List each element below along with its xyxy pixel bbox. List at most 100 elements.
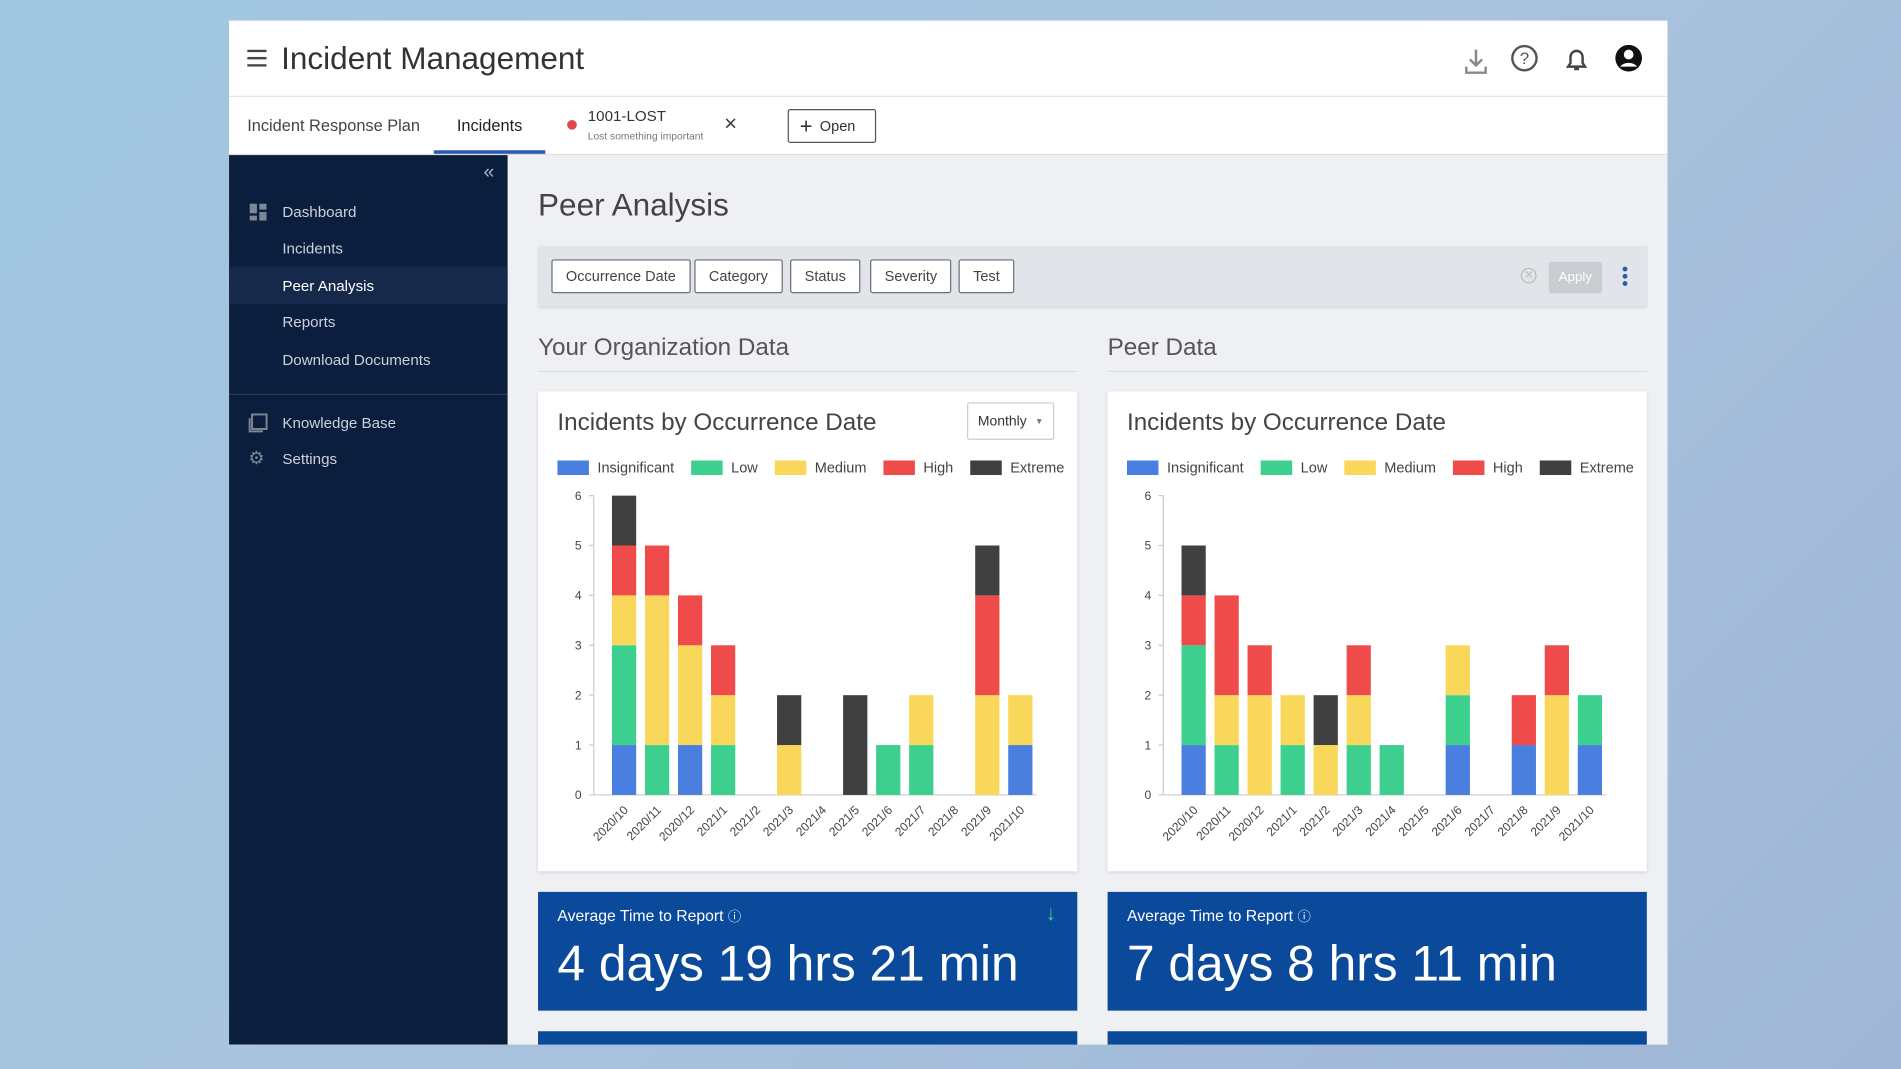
open-button[interactable]: + Open xyxy=(787,109,877,143)
clear-icon[interactable]: ✕ xyxy=(1520,267,1537,284)
bar-segment xyxy=(843,695,868,795)
filter-button[interactable]: Status xyxy=(790,259,861,294)
metric-card: Average Time to Report ⓘ 4 days 19 hrs 2… xyxy=(538,891,1078,1011)
tab-underline xyxy=(433,150,546,154)
close-tab[interactable]: ✕ xyxy=(723,113,738,134)
legend-swatch xyxy=(691,460,723,476)
bar-segment xyxy=(1577,745,1602,795)
y-tick-label: 4 xyxy=(575,589,582,603)
nav-item-active[interactable]: Peer Analysis xyxy=(282,277,375,295)
x-tick-label: 2021/10 xyxy=(986,803,1027,844)
y-tick-label: 5 xyxy=(575,539,582,553)
bar-segment xyxy=(1247,695,1272,795)
collapse-icon[interactable]: « xyxy=(483,162,495,183)
chart: Incidents by Occurrence Date Insignifican… xyxy=(557,409,1064,844)
x-tick-label: 2021/2 xyxy=(1297,803,1333,839)
legend-swatch xyxy=(774,460,807,476)
y-tick-label: 3 xyxy=(575,639,582,653)
metric-label: Average Time to Report ⓘ xyxy=(1126,906,1311,925)
section-title: Peer Data xyxy=(1107,334,1217,362)
nav-item[interactable]: Download Documents xyxy=(282,351,431,369)
y-tick-label: 0 xyxy=(1144,788,1151,802)
bar-segment xyxy=(1214,745,1239,795)
bar-segment xyxy=(711,695,736,746)
bar-segment xyxy=(975,545,1000,596)
y-tick-label: 2 xyxy=(575,688,582,702)
bar-segment xyxy=(1181,645,1206,746)
y-tick-label: 1 xyxy=(575,738,582,752)
incident-tab-id[interactable]: 1001-LOST xyxy=(587,107,667,125)
legend-label: High xyxy=(923,461,953,477)
svg-text:?: ? xyxy=(1520,49,1529,68)
y-tick-label: 3 xyxy=(1144,639,1151,653)
open-button-label: Open xyxy=(819,117,856,135)
apply-button[interactable]: Apply xyxy=(1548,261,1602,294)
bar-segment xyxy=(1346,645,1371,696)
section-title: Your Organization Data xyxy=(538,334,790,362)
more-icon[interactable] xyxy=(1621,266,1628,286)
bar-segment xyxy=(876,745,901,795)
bar-segment xyxy=(1445,695,1470,746)
bar-segment xyxy=(1544,695,1569,795)
chart-title: Incidents by Occurrence Date xyxy=(557,409,876,436)
bar-segment xyxy=(975,595,1000,696)
bar-segment xyxy=(1280,695,1305,746)
bar-segment xyxy=(1544,645,1569,696)
y-tick-label: 1 xyxy=(1144,738,1151,752)
bar-segment xyxy=(909,695,934,746)
chart-card: Incidents by Occurrence Date Insignifican… xyxy=(538,391,1078,872)
filter-button[interactable]: Category xyxy=(694,259,783,294)
x-tick-label: 2021/3 xyxy=(1330,803,1366,839)
nav-item[interactable]: Knowledge Base xyxy=(282,414,397,432)
metric-label-text: Average Time to Report xyxy=(1126,906,1294,925)
app-title: Incident Management xyxy=(281,39,585,77)
bar-segment xyxy=(711,645,736,696)
tab-active[interactable]: Incidents xyxy=(456,116,523,135)
bar-segment xyxy=(1247,645,1272,696)
app-window: Incident Management ? Incident Response … xyxy=(229,20,1668,1045)
nav-item[interactable]: Incidents xyxy=(282,239,343,257)
legend-swatch xyxy=(1260,460,1293,476)
x-tick-label: 2021/6 xyxy=(859,803,895,839)
x-tick-label: 2021/5 xyxy=(826,803,862,839)
divider xyxy=(229,393,508,396)
filter-button[interactable]: Severity xyxy=(870,259,952,294)
divider xyxy=(1107,370,1647,373)
bar-segment xyxy=(1280,745,1305,795)
sidebar: « Dashboard Incidents Peer Analysis Repo… xyxy=(229,155,508,1045)
x-tick-label: 2021/3 xyxy=(760,803,796,839)
divider xyxy=(229,95,1668,97)
nav-item[interactable]: Settings xyxy=(282,450,338,468)
bar-segment xyxy=(1346,695,1371,746)
main: Peer Analysis Occurrence Date Category S… xyxy=(507,155,1668,1045)
x-tick-label: 2021/8 xyxy=(925,803,961,839)
nav-item[interactable]: Dashboard xyxy=(282,203,357,221)
bar-segment xyxy=(611,645,637,746)
bar-segment xyxy=(611,595,637,646)
bar-segment xyxy=(1379,745,1404,795)
menu-icon[interactable] xyxy=(247,49,267,67)
period-select-label: Monthly xyxy=(977,414,1027,429)
nav-item[interactable]: Reports xyxy=(282,313,336,331)
page-title: Peer Analysis xyxy=(538,186,729,223)
filter-button[interactable]: Test xyxy=(958,259,1015,294)
tab[interactable]: Incident Response Plan xyxy=(247,116,421,135)
header-icons[interactable]: ? xyxy=(1460,44,1666,77)
y-tick-label: 2 xyxy=(1144,688,1151,702)
x-tick-label: 2021/1 xyxy=(1264,803,1300,839)
x-tick-label: 2021/5 xyxy=(1396,803,1432,839)
bar-segment xyxy=(1181,545,1206,596)
metric-card xyxy=(538,1031,1078,1045)
metric-value: 4 days 19 hrs 21 min xyxy=(557,935,1019,992)
bar-segment xyxy=(678,645,703,746)
filter-button[interactable]: Occurrence Date xyxy=(551,259,691,294)
status-dot xyxy=(567,119,577,130)
divider xyxy=(229,153,1668,156)
metric-label-text: Average Time to Report xyxy=(557,906,724,925)
period-select[interactable]: Monthly ▼ xyxy=(967,402,1055,440)
legend-swatch xyxy=(883,460,915,476)
bar-segment xyxy=(1511,745,1536,795)
legend-label: High xyxy=(1493,461,1523,477)
x-tick-label: 2021/2 xyxy=(727,803,763,839)
dashboard-icon xyxy=(249,203,267,221)
